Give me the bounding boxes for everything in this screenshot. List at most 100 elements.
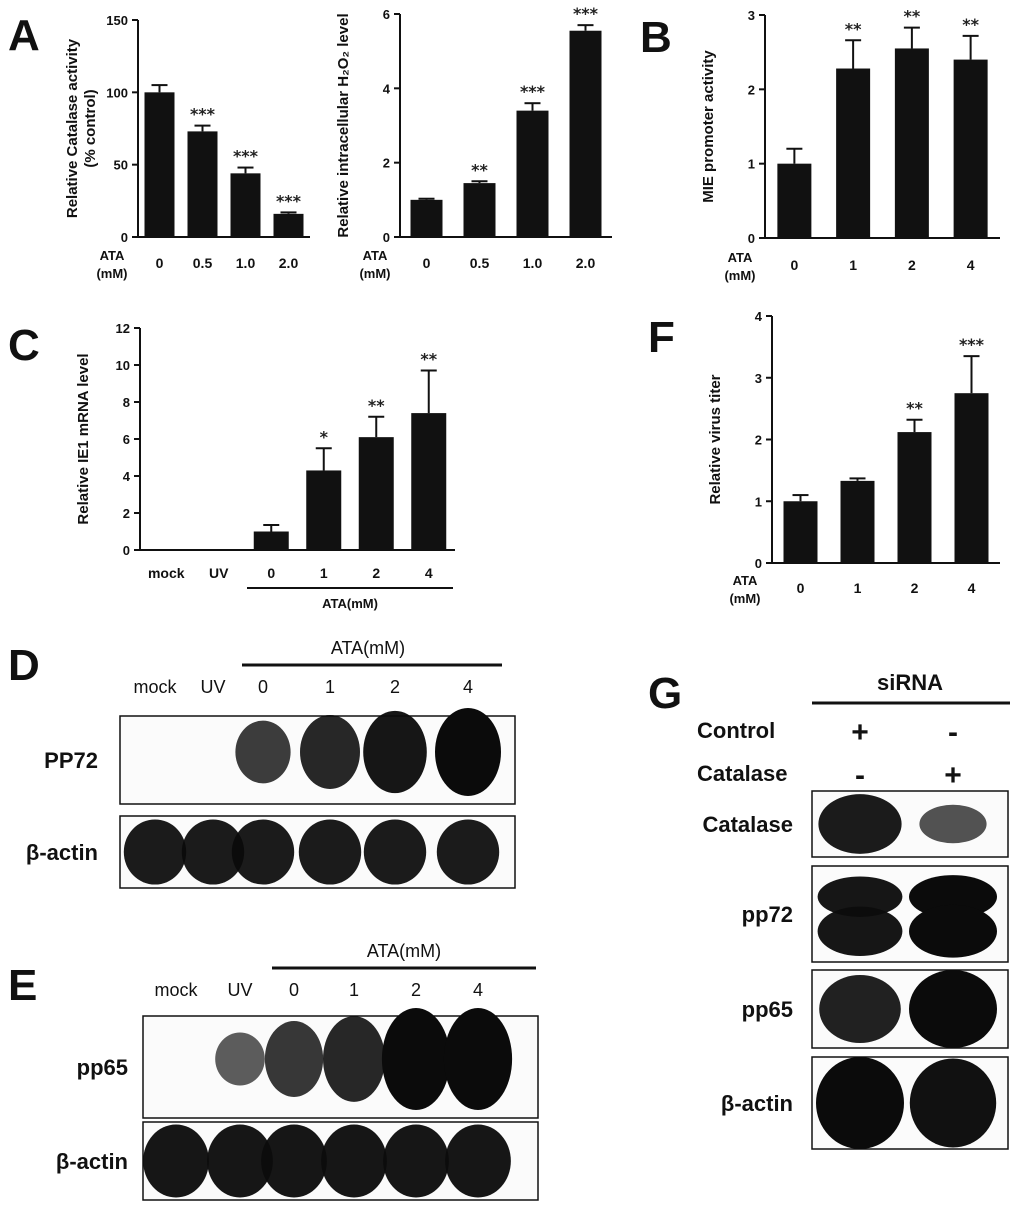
y-tick-label: 6 [123,432,130,447]
blot-band [919,804,987,844]
blot-band [435,708,501,796]
bar [273,213,304,237]
blot-panel-g: siRNA Control + - Catalase - + Catalase pp72 pp65… [697,670,1010,1150]
blot-band [816,1057,904,1149]
blot-band [298,819,362,885]
x-prefix-label: ATA [728,250,753,265]
y-tick-label: 150 [106,13,128,28]
bar [230,173,261,237]
y-tick-label: 0 [121,230,128,245]
significance-label: ** [420,350,437,369]
y-tick-label: 100 [106,85,128,100]
bar [840,480,875,563]
y-tick-label: 1 [755,494,762,509]
blot-row-label: pp65 [77,1055,128,1080]
bar [954,393,989,563]
blot-row-label: PP72 [44,748,98,773]
bar [463,183,496,237]
y-axis-label: Relative virus titer [707,374,724,504]
blot-row-label: Catalase [702,812,793,837]
condition-sign: + [851,716,869,749]
lane-label: 2 [411,980,421,1000]
y-tick-label: 2 [383,156,390,171]
bar [516,110,549,237]
blot-row-label: β-actin [56,1149,128,1174]
blot-row-label: β-actin [26,840,98,865]
condition-sign: - [948,716,958,749]
x-tick-label: 0 [423,255,431,271]
bar [894,48,929,239]
panel-label-c: C [8,321,40,370]
y-tick-label: 4 [383,81,391,96]
blot-band [436,819,500,885]
blot-band [235,720,291,784]
x-prefix-label: ATA [733,573,758,588]
group-label: ATA(mM) [367,941,441,961]
blot-band [817,906,903,956]
bar [783,501,818,563]
bar [836,68,871,239]
x-tick-label: 0.5 [470,255,490,271]
group-label: ATA(mM) [322,596,378,611]
x-tick-label: 2 [908,257,916,273]
blot-row-label: β-actin [721,1091,793,1116]
blot-row-label: pp65 [742,997,793,1022]
lane-label: 2 [390,677,400,697]
panel-label-b: B [640,13,672,62]
y-tick-label: 1 [748,157,755,172]
y-tick-label: 0 [755,556,762,571]
y-axis-label: Relative intracellular H₂O₂ level [335,13,352,237]
significance-label: ** [904,7,921,26]
bar-chart-f: 0 1 2 3 4 Relative virus titer 0 1 ** 2 *** 4 ATA (mM… [707,309,1000,606]
x-tick-label: 1.0 [523,255,543,271]
bar [777,163,812,238]
significance-label: *** [520,82,546,101]
y-tick-label: 50 [114,158,128,173]
bar [144,92,175,237]
x-tick-label: 2 [372,565,380,581]
y-tick-label: 10 [116,358,130,373]
blot-row-label: pp72 [742,902,793,927]
blot-band [909,904,997,958]
blot-band [909,875,997,919]
group-label: ATA(mM) [331,638,405,658]
blot-band [261,1124,327,1198]
bar [569,30,602,237]
y-tick-label: 2 [123,506,130,521]
bar [253,531,289,550]
y-tick-label: 0 [123,543,130,558]
x-tick-label: 4 [968,580,976,596]
blot-band [363,819,427,885]
blot-band [231,819,295,885]
blot-band [443,1008,513,1110]
blot-panel-d: mock UV 0 1 2 4 ATA(mM) PP72 β-actin [26,638,516,889]
x-tick-label: 4 [425,565,433,581]
blot-band [215,1032,265,1086]
bar [897,432,932,563]
blot-band [909,970,997,1048]
blot-band [300,715,360,789]
significance-label: * [320,427,329,446]
significance-label: ** [845,19,862,38]
condition-sign: + [944,759,962,792]
lane-label: UV [200,677,225,697]
x-tick-label: 0 [790,257,798,273]
lane-label: UV [227,980,252,1000]
lane-label: 4 [463,677,473,697]
x-tick-label: 4 [967,257,975,273]
y-tick-label: 4 [123,469,131,484]
significance-label: *** [233,147,259,166]
y-axis-label: Relative IE1 mRNA level [75,353,92,524]
x-tick-label: mock [148,565,185,581]
significance-label: *** [573,4,599,23]
x-tick-label: 0 [267,565,275,581]
significance-label: ** [906,399,923,418]
panel-label-a: A [8,11,40,60]
blot-band [264,1021,324,1097]
bar-chart-b: 0 1 2 3 MIE promoter activity 0 ** 1 ** 2 ** 4 ATA (m… [700,7,1000,283]
significance-label: ** [368,396,385,415]
lane-label: 4 [473,980,483,1000]
y-tick-label: 3 [748,8,755,23]
bar-chart-a2: 0 2 4 6 Relative intracellular H₂O₂ level 0 **… [335,4,612,281]
